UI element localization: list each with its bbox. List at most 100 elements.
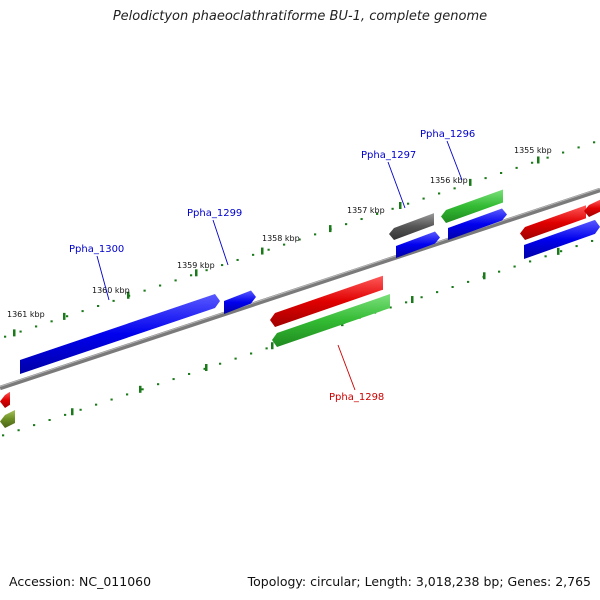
minor-tick bbox=[436, 291, 439, 294]
gene-label: Ppha_1299 bbox=[187, 208, 242, 219]
minor-tick bbox=[283, 243, 286, 246]
major-tick bbox=[329, 225, 332, 233]
major-tick bbox=[195, 269, 198, 277]
minor-tick bbox=[64, 413, 67, 416]
minor-tick bbox=[562, 151, 565, 154]
minor-tick bbox=[2, 434, 5, 437]
minor-tick bbox=[498, 270, 501, 273]
gene-label-leader bbox=[446, 140, 463, 181]
major-tick bbox=[399, 202, 402, 209]
gene-feature-red bbox=[0, 391, 10, 408]
gene-features bbox=[0, 189, 600, 428]
gene-ppha-1300 bbox=[20, 294, 220, 374]
minor-tick bbox=[376, 212, 379, 215]
minor-tick bbox=[405, 301, 408, 304]
minor-tick bbox=[48, 418, 51, 421]
minor-tick bbox=[95, 403, 98, 406]
gene-label-leader bbox=[96, 255, 110, 301]
major-tick bbox=[261, 247, 264, 255]
minor-tick bbox=[531, 161, 534, 164]
minor-tick bbox=[159, 284, 162, 287]
minor-tick bbox=[391, 207, 394, 210]
minor-tick bbox=[467, 280, 470, 283]
tick-label: 1358 kbp bbox=[262, 234, 300, 243]
minor-tick bbox=[234, 357, 237, 360]
tick-label: 1357 kbp bbox=[347, 206, 385, 215]
minor-tick bbox=[79, 408, 82, 411]
genome-summary-text: Topology: circular; Length: 3,018,238 bp… bbox=[247, 574, 591, 589]
minor-tick bbox=[577, 146, 580, 149]
tick-label: 1360 kbp bbox=[92, 286, 130, 295]
minor-tick bbox=[451, 286, 454, 289]
minor-tick bbox=[112, 299, 115, 302]
major-tick bbox=[127, 291, 130, 299]
minor-tick bbox=[267, 248, 270, 251]
minor-tick bbox=[205, 269, 208, 272]
major-tick bbox=[13, 329, 16, 337]
outer-tick-ring: 1355 kbp 1356 kbp 1357 kbp 1358 kbp 1359 kbp… bbox=[4, 141, 596, 338]
minor-tick bbox=[157, 383, 160, 386]
rna-feature-ppha-1298 bbox=[272, 294, 390, 347]
minor-tick bbox=[513, 265, 516, 268]
minor-tick bbox=[35, 325, 38, 328]
minor-tick bbox=[143, 289, 146, 292]
minor-tick bbox=[252, 253, 255, 256]
minor-tick bbox=[203, 367, 206, 370]
gene-ppha-1296 bbox=[448, 208, 507, 240]
minor-tick bbox=[438, 192, 441, 195]
rna-feature-green bbox=[441, 189, 503, 223]
gene-feature-blue bbox=[524, 219, 600, 259]
major-tick bbox=[557, 247, 560, 255]
minor-tick bbox=[219, 362, 222, 365]
major-tick bbox=[469, 178, 472, 186]
gene-label-leader bbox=[212, 219, 229, 266]
major-tick bbox=[205, 364, 208, 372]
minor-tick bbox=[19, 330, 22, 333]
gene-feature-red bbox=[584, 199, 600, 217]
gene-label-leader bbox=[387, 161, 406, 209]
pseudo-feature bbox=[389, 213, 434, 240]
minor-tick bbox=[314, 233, 317, 236]
minor-tick bbox=[81, 310, 84, 313]
minor-tick bbox=[575, 245, 578, 248]
minor-tick bbox=[188, 372, 191, 375]
map-title: Pelodictyon phaeoclathratiforme BU-1, co… bbox=[112, 9, 488, 24]
minor-tick bbox=[360, 218, 363, 221]
gene-labels: Ppha_1296 Ppha_1297 Ppha_1298 Ppha_1299 Ppha… bbox=[69, 129, 475, 403]
minor-tick bbox=[484, 177, 487, 180]
major-tick bbox=[71, 408, 74, 416]
minor-tick bbox=[422, 197, 425, 200]
minor-tick bbox=[529, 260, 532, 263]
gene-label-leader bbox=[337, 344, 356, 391]
gene-ppha-1298 bbox=[270, 275, 383, 327]
minor-tick bbox=[236, 258, 239, 261]
minor-tick bbox=[345, 223, 348, 226]
minor-tick bbox=[17, 429, 20, 432]
backbone-highlight bbox=[0, 188, 600, 387]
minor-tick bbox=[593, 141, 596, 144]
minor-tick bbox=[190, 274, 193, 277]
gene-label: Ppha_1296 bbox=[420, 129, 475, 140]
minor-tick bbox=[33, 424, 36, 427]
minor-tick bbox=[250, 352, 253, 355]
gene-ppha-1299 bbox=[224, 290, 256, 314]
major-tick bbox=[139, 385, 142, 393]
genome-backbone bbox=[0, 187, 600, 391]
gene-ppha-1297 bbox=[396, 231, 440, 258]
minor-tick bbox=[50, 320, 53, 323]
minor-tick bbox=[265, 347, 268, 350]
major-tick bbox=[537, 156, 540, 164]
major-tick bbox=[63, 312, 66, 320]
minor-tick bbox=[500, 172, 503, 174]
minor-tick bbox=[560, 250, 563, 253]
gene-label: Ppha_1300 bbox=[69, 244, 124, 255]
tick-label: 1361 kbp bbox=[7, 310, 45, 319]
minor-tick bbox=[544, 255, 547, 258]
tick-label: 1356 kbp bbox=[430, 176, 468, 185]
gene-label: Ppha_1298 bbox=[329, 392, 384, 403]
major-tick bbox=[411, 296, 414, 304]
minor-tick bbox=[110, 398, 113, 401]
accession-text: Accession: NC_011060 bbox=[9, 574, 152, 589]
minor-tick bbox=[546, 156, 549, 159]
